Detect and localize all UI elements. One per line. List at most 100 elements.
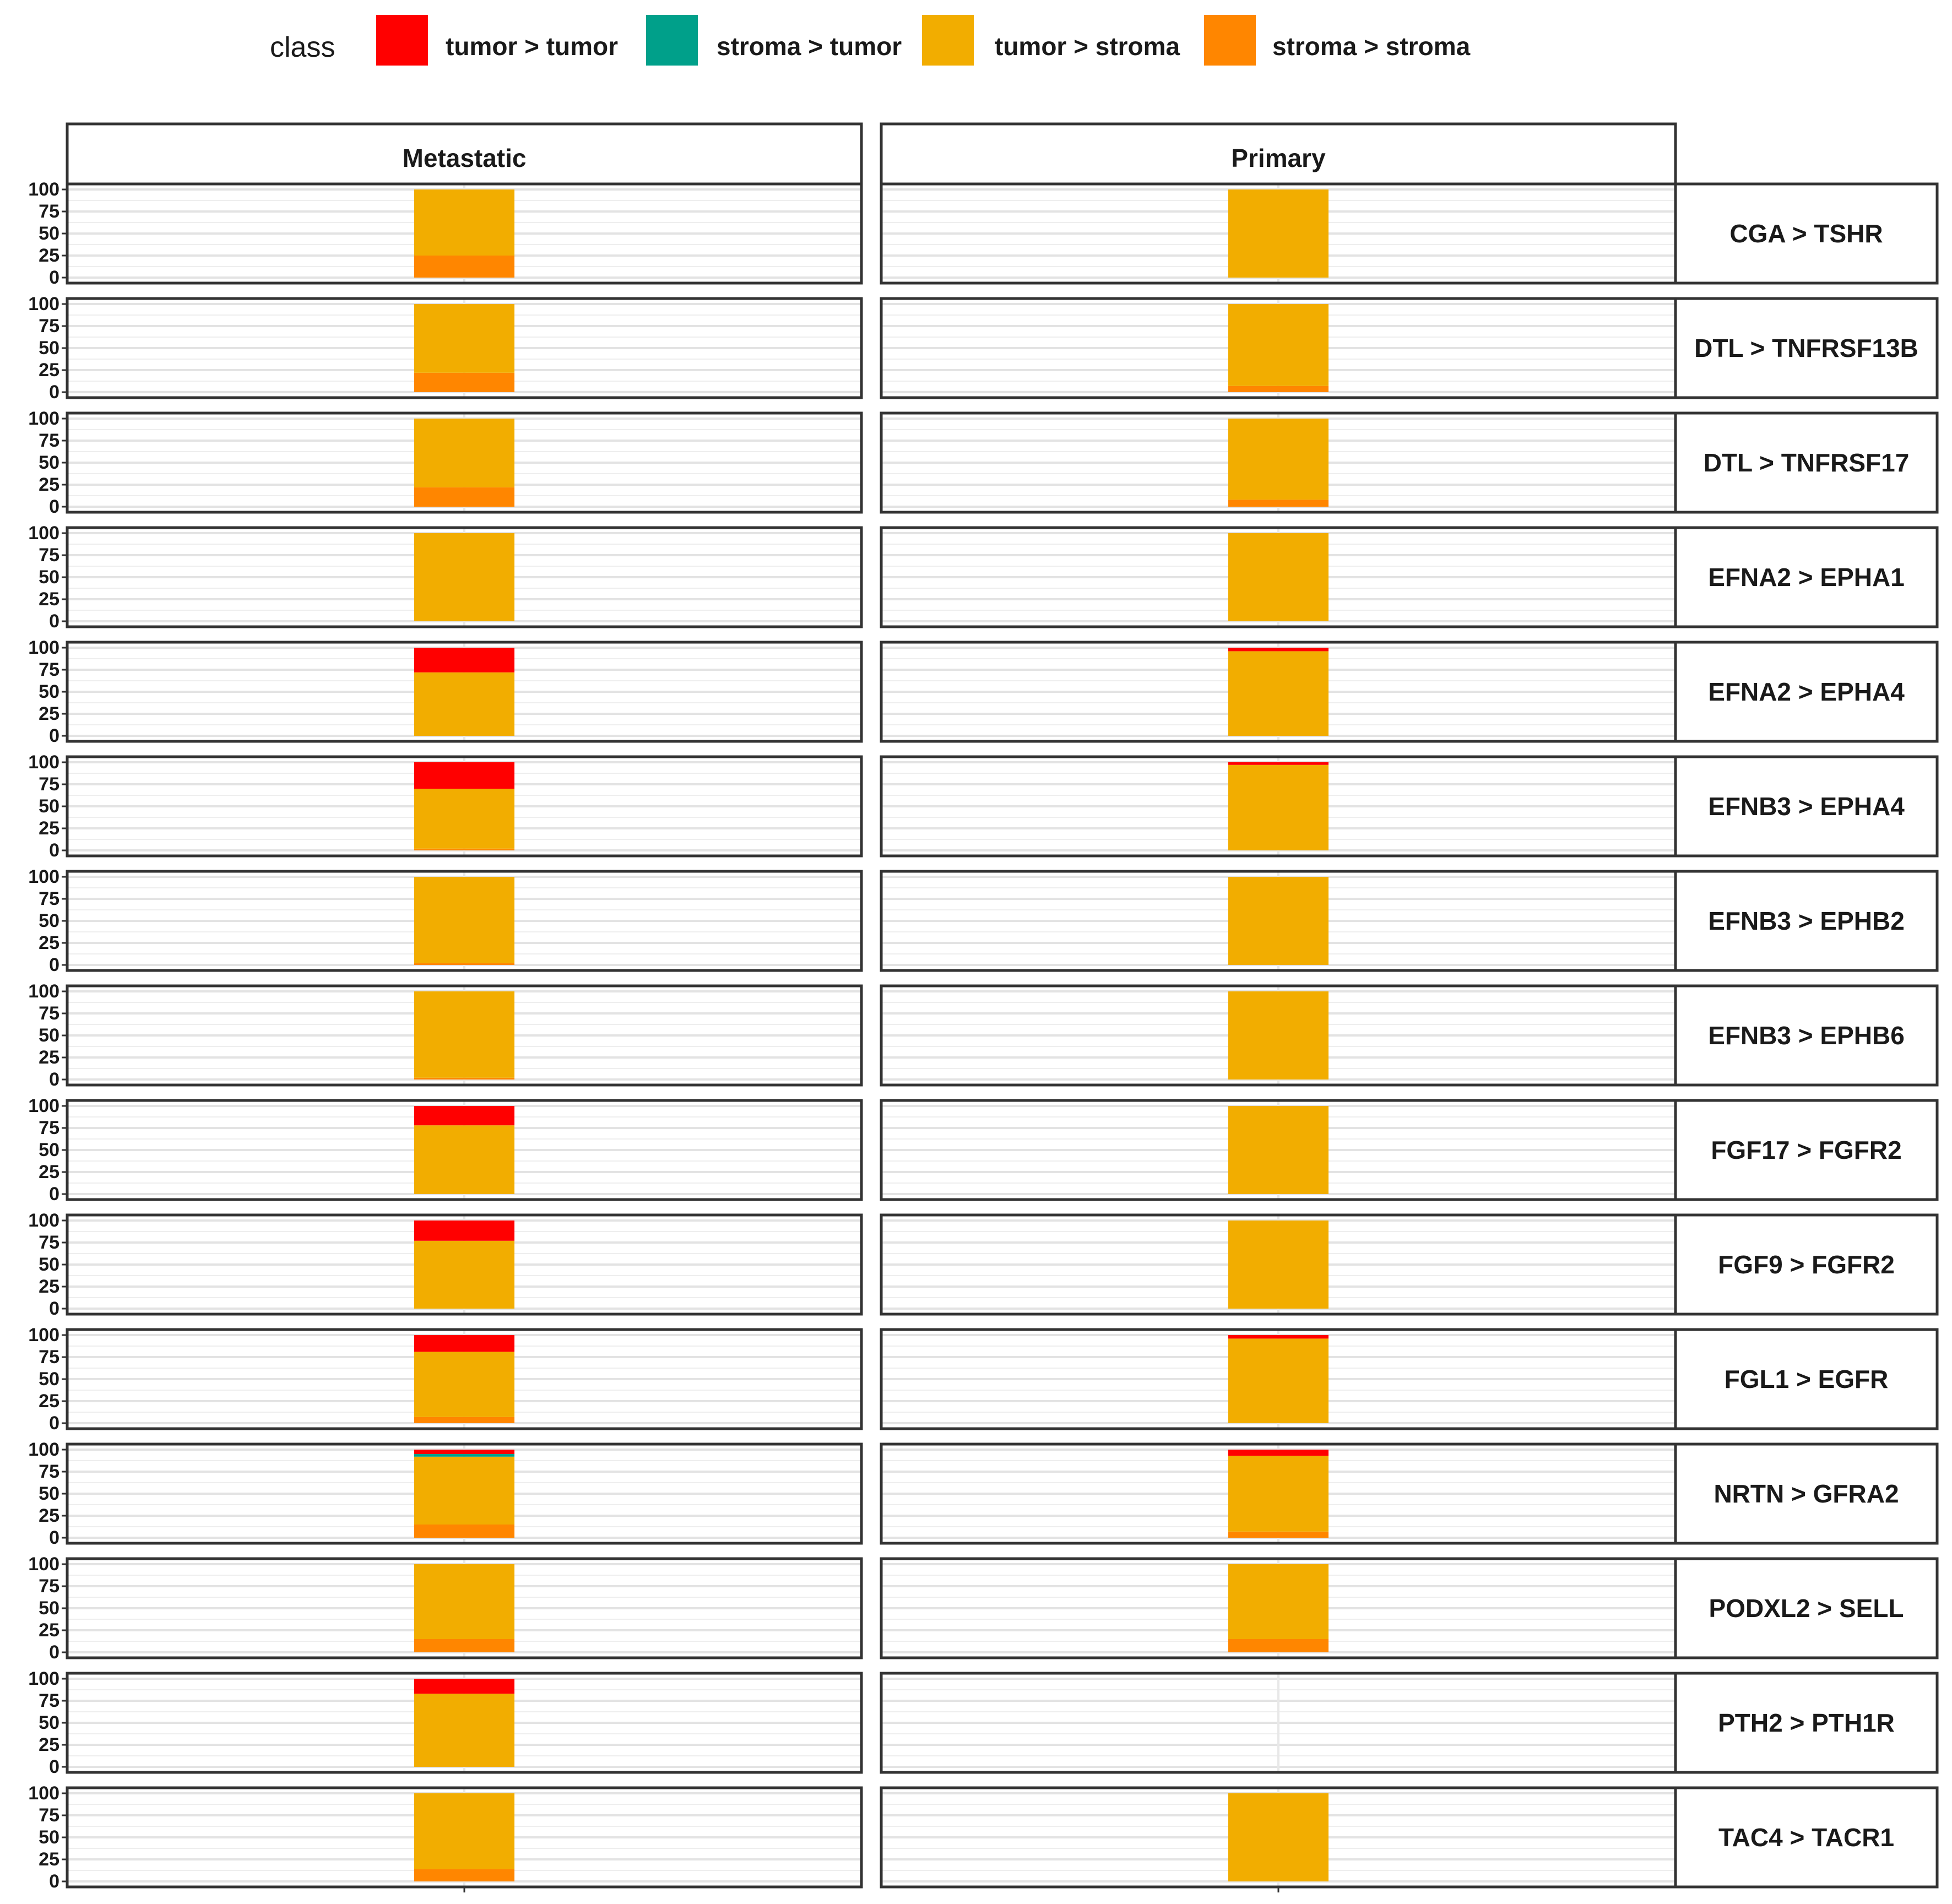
bar-segment-stroma-stroma: [414, 1077, 514, 1080]
y-tick-label: 0: [49, 1642, 59, 1663]
bar-segment-tumor-stroma: [414, 672, 514, 736]
y-tick-label: 100: [28, 1554, 59, 1575]
bar-segment-tumor-stroma: [1228, 189, 1329, 278]
bar-segment-tumor-stroma: [1228, 1793, 1329, 1881]
panel-border: [66, 870, 863, 972]
y-tick-label: 25: [39, 1162, 59, 1182]
y-tick-label: 100: [28, 523, 59, 544]
bar-segment-tumor-stroma: [1228, 533, 1329, 621]
y-tick-label: 50: [39, 910, 59, 931]
legend-label: stroma > tumor: [717, 32, 902, 61]
y-tick-label: 75: [39, 659, 59, 680]
y-tick-label: 0: [49, 496, 59, 517]
y-tick-label: 25: [39, 474, 59, 495]
y-tick-label: 100: [28, 637, 59, 658]
bar-segment-stroma-stroma: [1228, 386, 1329, 392]
facet-strip-1: [880, 122, 1677, 186]
row-strip: [1674, 1099, 1939, 1201]
y-tick-label: 75: [39, 430, 59, 451]
y-tick-label: 0: [49, 382, 59, 403]
panel-border: [66, 1328, 863, 1430]
bar-segment-tumor-tumor: [414, 1679, 514, 1694]
facet-strip-0: [66, 122, 863, 186]
bar-segment-tumor-stroma: [1228, 991, 1329, 1080]
row-label: EFNB3 > EPHB6: [1708, 1021, 1905, 1050]
bar-segment-tumor-stroma: [1228, 419, 1329, 500]
y-tick-label: 75: [39, 316, 59, 337]
bar-segment-tumor-stroma: [414, 1240, 514, 1309]
row-strip: [1674, 870, 1939, 972]
row-strip: [1674, 182, 1939, 285]
row-label: CGA > TSHR: [1729, 219, 1883, 248]
row-strip: [1674, 526, 1939, 628]
y-tick-label: 25: [39, 932, 59, 953]
row-strip: [1674, 755, 1939, 858]
y-tick-label: 100: [28, 1668, 59, 1689]
y-tick-label: 100: [28, 752, 59, 773]
panel-border: [66, 526, 863, 628]
y-tick-label: 100: [28, 1439, 59, 1460]
y-tick-label: 50: [39, 1369, 59, 1390]
y-tick-label: 75: [39, 888, 59, 909]
bar-segment-tumor-tumor: [414, 648, 514, 672]
bar-segment-tumor-tumor: [414, 762, 514, 789]
y-tick-label: 100: [28, 1325, 59, 1346]
y-tick-label: 0: [49, 954, 59, 975]
y-tick-label: 25: [39, 1276, 59, 1297]
bar-segment-tumor-stroma: [1228, 1564, 1329, 1639]
y-tick-label: 50: [39, 1483, 59, 1504]
y-tick-label: 75: [39, 1232, 59, 1253]
bar-segment-tumor-tumor: [414, 1450, 514, 1454]
bar-segment-tumor-stroma: [1228, 1220, 1329, 1309]
y-tick-label: 25: [39, 1734, 59, 1755]
y-tick-label: 50: [39, 1140, 59, 1160]
y-tick-label: 50: [39, 681, 59, 702]
y-tick-label: 0: [49, 1413, 59, 1434]
bar-segment-tumor-stroma: [1228, 304, 1329, 386]
bar-segment-stroma-stroma: [1228, 500, 1329, 507]
y-tick-label: 75: [39, 774, 59, 795]
row-label: PTH2 > PTH1R: [1718, 1708, 1895, 1737]
row-strip: [1674, 1328, 1939, 1430]
row-label: DTL > TNFRSF17: [1704, 448, 1910, 477]
bar-segment-tumor-stroma: [414, 1456, 514, 1525]
bar-segment-tumor-tumor: [1228, 648, 1329, 652]
panel-border: [66, 1442, 863, 1545]
panel-border: [66, 297, 863, 399]
y-tick-label: 25: [39, 1505, 59, 1526]
row-label: PODXL2 > SELL: [1709, 1594, 1904, 1623]
bar-segment-stroma-stroma: [414, 487, 514, 507]
row-label: FGL1 > EGFR: [1725, 1365, 1889, 1393]
row-strip: [1674, 1786, 1939, 1889]
bar-segment-tumor-tumor: [1228, 1335, 1329, 1339]
bar-segment-stroma-stroma: [414, 1639, 514, 1652]
row-strip: [1674, 1213, 1939, 1316]
legend-key: [646, 15, 698, 66]
y-tick-label: 50: [39, 1827, 59, 1848]
bar-segment-tumor-stroma: [414, 991, 514, 1078]
bar-segment-stroma-stroma: [414, 256, 514, 278]
y-tick-label: 50: [39, 567, 59, 588]
bar-segment-tumor-tumor: [1228, 1450, 1329, 1456]
y-tick-label: 50: [39, 1254, 59, 1275]
row-label: FGF17 > FGFR2: [1711, 1136, 1901, 1164]
legend-key: [922, 15, 974, 66]
panel-border: [66, 641, 863, 743]
y-tick-label: 25: [39, 1620, 59, 1641]
row-strip: [1674, 297, 1939, 399]
y-tick-label: 75: [39, 1461, 59, 1482]
bar-segment-stroma-stroma: [1228, 1531, 1329, 1538]
legend-label: tumor > tumor: [446, 32, 618, 61]
bar-segment-tumor-stroma: [414, 533, 514, 621]
legend-key: [1204, 15, 1256, 66]
y-tick-label: 75: [39, 1805, 59, 1826]
y-tick-label: 0: [49, 611, 59, 632]
row-strip: [1674, 641, 1939, 743]
y-tick-label: 25: [39, 703, 59, 724]
y-tick-label: 100: [28, 179, 59, 200]
bar-segment-stroma-stroma: [414, 848, 514, 850]
row-label: NRTN > GFRA2: [1714, 1479, 1899, 1508]
panel-border: [66, 755, 863, 858]
bar-segment-stroma-stroma: [1228, 1639, 1329, 1652]
